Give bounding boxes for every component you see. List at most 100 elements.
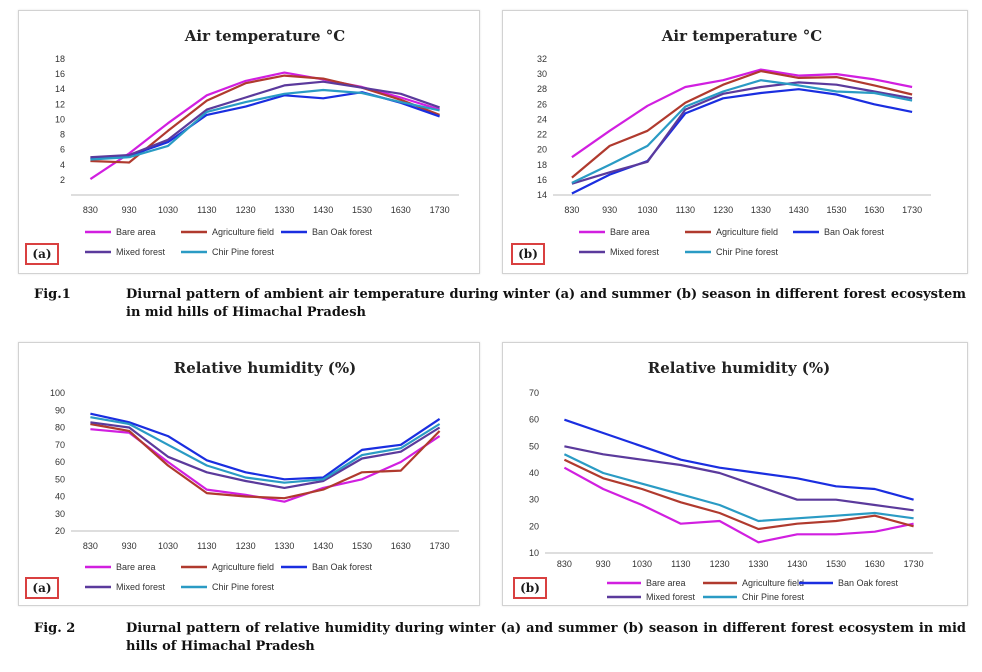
legend-label: Mixed forest (646, 592, 696, 602)
legend-label: Chir Pine forest (212, 247, 275, 257)
panel-tag-2: (b) (511, 243, 545, 265)
legend-label: Bare area (116, 227, 156, 237)
y-tick-label: 70 (55, 440, 65, 450)
legend-label: Mixed forest (116, 247, 166, 257)
y-tick-label: 20 (55, 526, 65, 536)
chart-4-svg: Relative humidity (%) 10 20 30 40 50 60 70 830 93… (529, 359, 933, 602)
y-tick-label: 50 (55, 474, 65, 484)
x-tick-label: 1230 (710, 559, 730, 569)
x-tick-label: 1430 (313, 205, 333, 215)
legend-label: Ban Oak forest (824, 227, 885, 237)
chart-title: Relative humidity (%) (174, 359, 356, 377)
y-tick-label: 90 (55, 405, 65, 415)
y-tick-label: 32 (537, 54, 547, 64)
chart-3-svg: Relative humidity (%) 20 30 40 50 60 70 80 90 100… (50, 359, 459, 592)
y-tick-label: 50 (529, 441, 539, 451)
x-tick-label: 1630 (391, 541, 411, 551)
chart-title: Relative humidity (%) (648, 359, 830, 377)
y-tick-label: 80 (55, 423, 65, 433)
x-tick-label: 830 (557, 559, 572, 569)
series-line-4 (571, 81, 913, 185)
y-tick-label: 4 (60, 160, 65, 170)
x-tick-label: 1030 (637, 205, 657, 215)
x-tick-label: 930 (602, 205, 617, 215)
y-tick-label: 16 (55, 69, 65, 79)
chart-panel-3: Relative humidity (%) 20 30 40 50 60 70 80 90 100… (18, 342, 480, 606)
series-line-1 (563, 466, 914, 544)
series-line-2 (563, 458, 914, 531)
y-tick-label: 18 (537, 160, 547, 170)
x-tick-label: 830 (83, 205, 98, 215)
x-tick-label: 1130 (197, 205, 216, 215)
figure-2-caption: Fig. 2 Diurnal pattern of relative humid… (34, 620, 974, 660)
y-tick-label: 40 (529, 468, 539, 478)
x-tick-label: 1230 (236, 541, 256, 551)
y-tick-label: 2 (60, 175, 65, 185)
legend-label: Chir Pine forest (716, 247, 779, 257)
figure-2-text: Diurnal pattern of relative humidity dur… (126, 621, 966, 654)
x-tick-label: 1730 (902, 205, 922, 215)
x-tick-label: 930 (122, 205, 137, 215)
y-tick-label: 40 (55, 492, 65, 502)
y-tick-label: 10 (55, 114, 65, 124)
y-tick-label: 30 (529, 495, 539, 505)
legend-label: Agriculture field (212, 562, 274, 572)
x-tick-label: 1530 (826, 559, 846, 569)
y-tick-label: 30 (55, 509, 65, 519)
x-tick-label: 1230 (713, 205, 733, 215)
x-tick-label: 830 (564, 205, 579, 215)
series-line-5 (90, 416, 441, 484)
x-tick-label: 1730 (904, 559, 924, 569)
chart-panel-4: Relative humidity (%) 10 20 30 40 50 60 70 830 93… (502, 342, 968, 606)
legend-label: Mixed forest (610, 247, 660, 257)
x-tick-label: 1030 (158, 205, 178, 215)
x-tick-label: 1330 (748, 559, 768, 569)
legend-label: Agriculture field (716, 227, 778, 237)
x-tick-label: 1230 (236, 205, 256, 215)
figure-1-caption: Fig.1 Diurnal pattern of ambient air tem… (34, 286, 974, 326)
chart-panel-1: Air temperature °C 2 4 6 8 10 12 14 16 18 830 930 10… (18, 10, 480, 274)
y-tick-label: 20 (537, 145, 547, 155)
legend-label: Chir Pine forest (212, 582, 275, 592)
x-tick-label: 1330 (751, 205, 771, 215)
panel-tag-3: (a) (25, 577, 59, 599)
chart-title: Air temperature °C (184, 27, 345, 45)
series-line-1 (90, 428, 441, 503)
series-line-5 (571, 79, 913, 184)
y-tick-label: 10 (529, 548, 539, 558)
x-tick-label: 1630 (864, 205, 884, 215)
x-tick-label: 1530 (352, 541, 372, 551)
y-tick-label: 22 (537, 130, 547, 140)
x-tick-label: 1430 (789, 205, 809, 215)
x-tick-label: 1030 (632, 559, 652, 569)
panel-tag-1: (a) (25, 243, 59, 265)
y-tick-label: 70 (529, 388, 539, 398)
legend-label: Ban Oak forest (312, 227, 373, 237)
y-tick-label: 14 (55, 84, 65, 94)
series-line-4 (90, 421, 441, 489)
x-tick-label: 830 (83, 541, 98, 551)
x-tick-label: 930 (122, 541, 137, 551)
y-tick-label: 12 (55, 99, 65, 109)
x-tick-label: 1730 (430, 205, 450, 215)
y-tick-label: 28 (537, 84, 547, 94)
panel-tag-4: (b) (513, 577, 547, 599)
y-tick-label: 26 (537, 99, 547, 109)
legend-label: Agriculture field (212, 227, 274, 237)
y-tick-label: 6 (60, 145, 65, 155)
chart-1-svg: Air temperature °C 2 4 6 8 10 12 14 16 18 830 930 10… (55, 27, 459, 257)
series-line-3 (90, 412, 441, 481)
series-line-2 (571, 69, 913, 179)
legend-label: Agriculture field (742, 578, 804, 588)
series-line-1 (89, 71, 440, 181)
chart-2-svg: Air temperature °C 14 16 18 20 22 24 26 28 30 32 83… (537, 27, 931, 257)
x-tick-label: 1730 (430, 541, 450, 551)
x-tick-label: 1430 (787, 559, 807, 569)
y-tick-label: 20 (529, 521, 539, 531)
y-tick-label: 24 (537, 114, 547, 124)
legend-label: Ban Oak forest (312, 562, 373, 572)
y-tick-label: 18 (55, 54, 65, 64)
legend-label: Bare area (610, 227, 650, 237)
x-tick-label: 1330 (274, 541, 294, 551)
x-tick-label: 1430 (313, 541, 333, 551)
